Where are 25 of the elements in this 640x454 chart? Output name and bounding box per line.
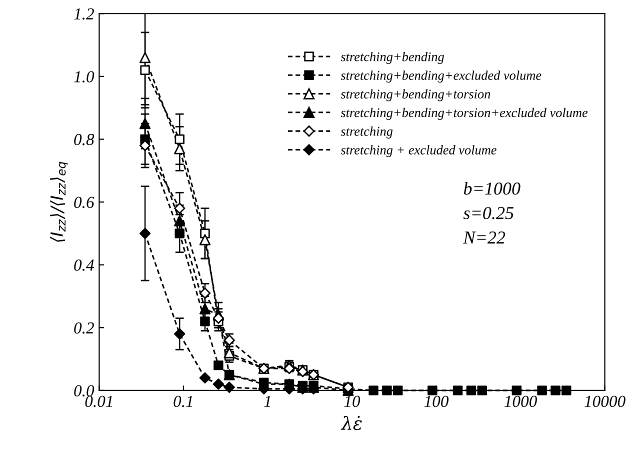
- y-tick-label: 0.6: [74, 196, 94, 208]
- x-tick-label: 10: [344, 396, 360, 408]
- annotation: s=0.25: [463, 206, 514, 220]
- legend-label: stretching + excluded volume: [340, 145, 496, 158]
- y-tick-label: 1.0: [74, 71, 94, 82]
- x-tick-label: 1000: [504, 396, 537, 408]
- y-tick-label: 0.0: [74, 385, 94, 396]
- legend-label: stretching: [340, 126, 393, 138]
- annotation: b=1000: [464, 182, 520, 195]
- y-axis-title: ⟨I$_{zz}$⟩/⟨I$_{zz}$⟩$_{eq}$: [50, 162, 68, 242]
- x-tick-label: 10000: [584, 396, 626, 408]
- annotation: N=22: [463, 232, 506, 244]
- x-tick-label: 100: [424, 396, 449, 408]
- x-tick-label: 0.1: [174, 396, 192, 408]
- legend-label: stretching+bending: [340, 52, 444, 64]
- x-tick-label: 1: [264, 396, 270, 407]
- x-axis-title: λε̇: [340, 416, 362, 430]
- y-tick-label: 0.8: [74, 134, 94, 146]
- x-tick-label: 0.01: [85, 396, 112, 408]
- y-tick-label: 0.4: [74, 260, 94, 271]
- y-tick-label: 0.2: [74, 322, 94, 334]
- legend-label: stretching+bending+torsion+excluded volume: [340, 108, 588, 120]
- y-tick-label: 1.2: [74, 8, 94, 20]
- legend-label: stretching+bending+excluded volume: [340, 70, 542, 83]
- legend-label: stretching+bending+torsion: [340, 89, 490, 102]
